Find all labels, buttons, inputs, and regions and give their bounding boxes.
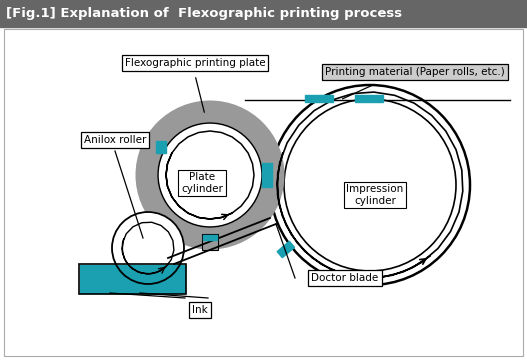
Text: Ink: Ink — [192, 305, 208, 315]
Text: Printing material (Paper rolls, etc.): Printing material (Paper rolls, etc.) — [325, 67, 505, 77]
Bar — [0, 0, 527, 27]
Circle shape — [112, 212, 184, 284]
Circle shape — [270, 85, 470, 284]
Bar — [305, 95, 333, 102]
Text: Impression
cylinder: Impression cylinder — [346, 184, 404, 206]
Bar — [262, 163, 272, 187]
Bar — [80, 265, 185, 293]
Circle shape — [158, 123, 262, 227]
Bar — [203, 235, 217, 249]
Bar — [355, 95, 383, 102]
Text: [Fig.1] Explanation of  Flexographic printing process: [Fig.1] Explanation of Flexographic prin… — [6, 8, 402, 21]
Bar — [202, 234, 218, 250]
Bar — [203, 235, 217, 240]
Text: Flexographic printing plate: Flexographic printing plate — [125, 58, 265, 68]
Text: Anilox roller: Anilox roller — [84, 135, 146, 145]
Bar — [155, 140, 165, 153]
Bar — [79, 264, 186, 294]
Circle shape — [148, 113, 272, 237]
Text: Plate
cylinder: Plate cylinder — [181, 172, 223, 194]
Text: Doctor blade: Doctor blade — [311, 273, 378, 283]
Bar — [277, 241, 295, 258]
